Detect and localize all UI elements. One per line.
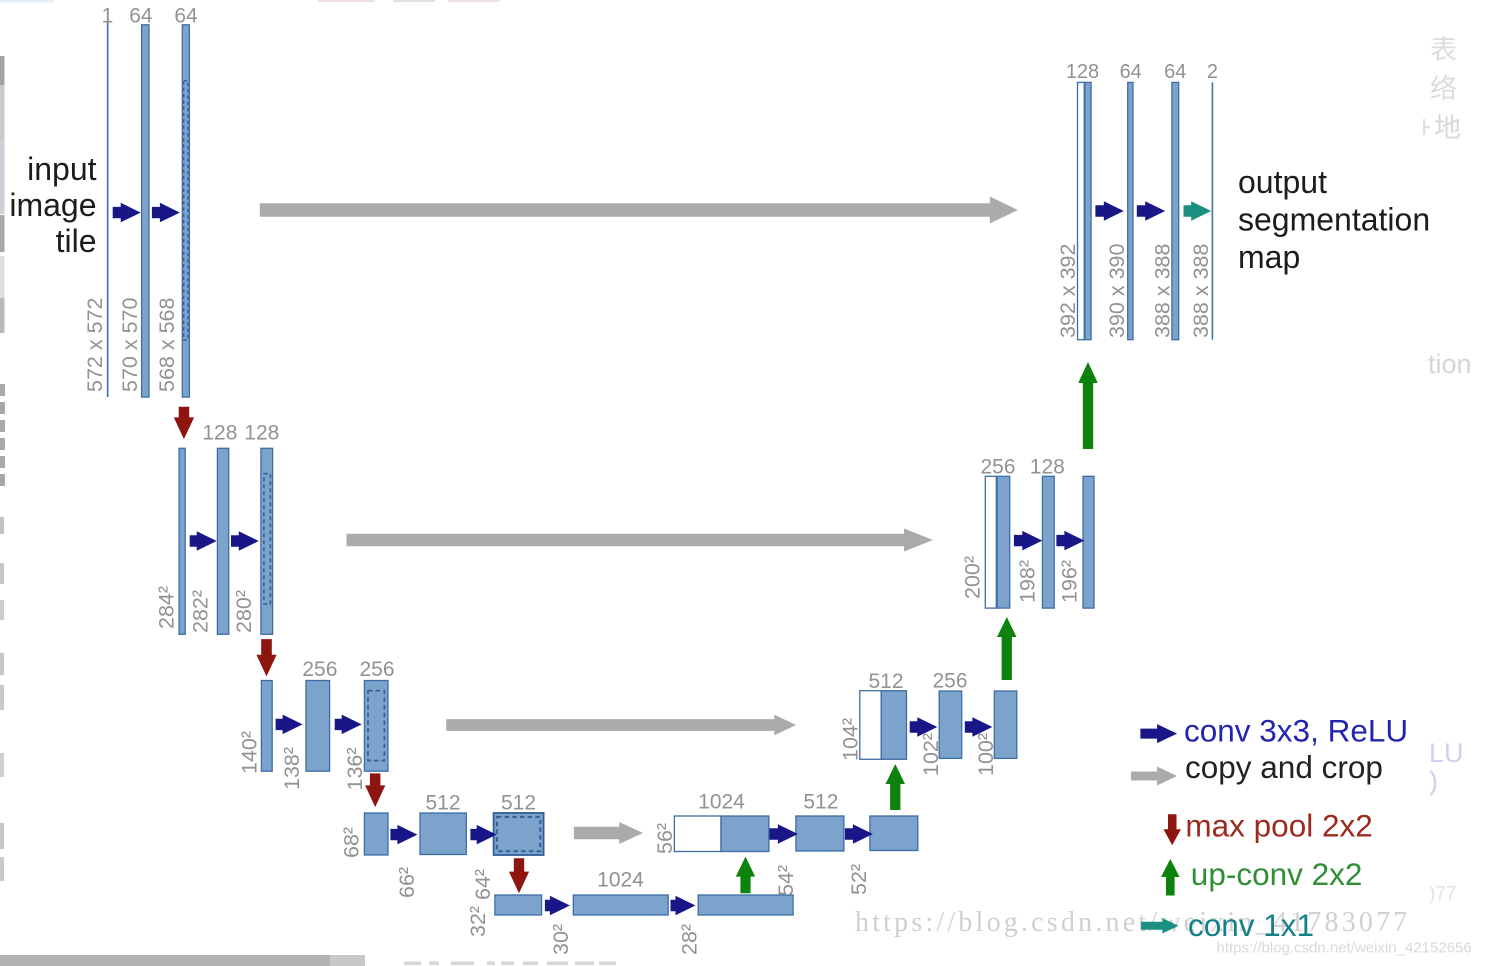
svg-text:表: 表 [1430, 35, 1457, 65]
svg-text:256: 256 [932, 670, 967, 693]
svg-text:570 x 570: 570 x 570 [118, 298, 142, 392]
svg-text:392 x 392: 392 x 392 [1056, 244, 1080, 338]
svg-text:256: 256 [302, 658, 337, 681]
svg-text:1024: 1024 [698, 791, 745, 814]
svg-text:)77: )77 [1429, 884, 1456, 905]
svg-text:2: 2 [1207, 61, 1218, 83]
svg-text:1024: 1024 [597, 869, 644, 892]
svg-text:388 x 388: 388 x 388 [1151, 244, 1175, 338]
svg-text:128: 128 [202, 422, 237, 445]
svg-text:64²: 64² [471, 869, 495, 900]
svg-text:64: 64 [1120, 61, 1142, 83]
svg-text:138²: 138² [280, 747, 304, 790]
svg-text:390 x 390: 390 x 390 [1105, 244, 1129, 338]
svg-text:200²: 200² [960, 556, 984, 599]
svg-text:segmentation: segmentation [1238, 202, 1430, 238]
svg-text:512: 512 [803, 791, 838, 814]
svg-text:256: 256 [359, 658, 394, 681]
svg-text:30²: 30² [549, 924, 573, 955]
svg-text:tion: tion [1428, 349, 1472, 379]
svg-text:tile: tile [56, 223, 97, 259]
svg-text:络: 络 [1430, 74, 1457, 104]
svg-text:): ) [1429, 766, 1438, 796]
svg-text:512: 512 [501, 792, 536, 815]
svg-text:280²: 280² [232, 590, 256, 633]
svg-text:max pool 2x2: max pool 2x2 [1185, 808, 1372, 844]
svg-text:196²: 196² [1058, 560, 1082, 603]
svg-text:256: 256 [980, 456, 1015, 479]
svg-text:128: 128 [1066, 61, 1099, 83]
svg-text:104²: 104² [839, 718, 863, 761]
svg-text:28²: 28² [678, 924, 702, 955]
svg-text:conv 3x3, ReLU: conv 3x3, ReLU [1184, 713, 1408, 749]
svg-text:128: 128 [244, 422, 279, 445]
svg-text:136²: 136² [343, 747, 367, 790]
svg-text:56²: 56² [653, 823, 677, 854]
svg-text:102²: 102² [919, 733, 943, 776]
svg-text:568 x 568: 568 x 568 [155, 298, 179, 392]
svg-text:map: map [1238, 239, 1300, 275]
svg-text:388 x 388: 388 x 388 [1189, 244, 1213, 338]
svg-text:128: 128 [1030, 456, 1065, 479]
svg-text:64: 64 [129, 5, 153, 28]
svg-text:64: 64 [174, 5, 198, 28]
svg-text:copy and crop: copy and crop [1185, 749, 1383, 785]
svg-text:LU: LU [1429, 738, 1464, 768]
svg-text:地: 地 [1434, 113, 1461, 143]
svg-text:32²: 32² [466, 906, 490, 937]
svg-text:284²: 284² [155, 586, 179, 629]
svg-text:140²: 140² [237, 731, 261, 774]
svg-text:1: 1 [102, 5, 114, 28]
svg-text:512: 512 [868, 670, 903, 693]
svg-text:input: input [27, 151, 97, 187]
svg-text:100²: 100² [974, 733, 998, 776]
svg-text:54²: 54² [774, 865, 798, 896]
svg-text:68²: 68² [339, 827, 363, 858]
svg-text:https://blog.csdn.net/weixin_4: https://blog.csdn.net/weixin_41783077 [855, 907, 1411, 938]
svg-text:up-conv 2x2: up-conv 2x2 [1191, 856, 1363, 892]
svg-text:conv 1x1: conv 1x1 [1188, 907, 1314, 943]
svg-text:64: 64 [1164, 61, 1186, 83]
svg-text:572 x 572: 572 x 572 [83, 298, 107, 392]
svg-text:282²: 282² [189, 590, 213, 633]
svg-text:https://blog.csdn.net/weixin_4: https://blog.csdn.net/weixin_42152656 [1217, 940, 1472, 957]
svg-text:52²: 52² [847, 864, 871, 895]
svg-text:198²: 198² [1016, 560, 1040, 603]
svg-text:output: output [1238, 164, 1327, 200]
svg-text:66²: 66² [395, 867, 419, 898]
svg-text:512: 512 [425, 792, 460, 815]
svg-text:image: image [9, 187, 96, 223]
